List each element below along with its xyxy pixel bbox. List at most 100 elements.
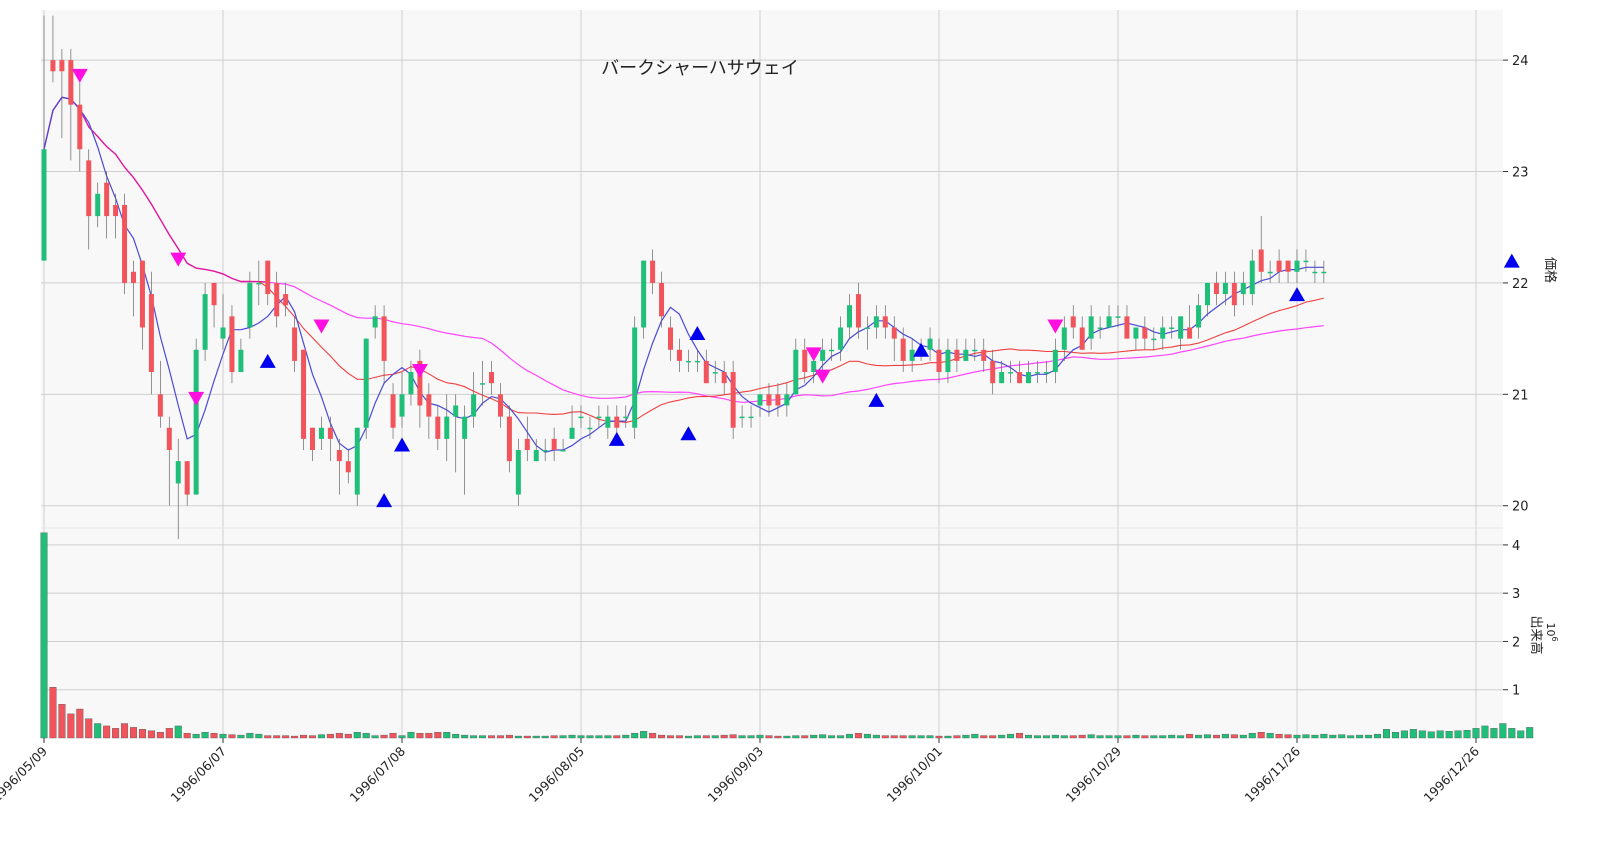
volume-bar — [246, 732, 254, 739]
candle — [265, 260, 271, 306]
volume-bar — [1060, 735, 1068, 739]
volume-bar — [890, 735, 898, 739]
volume-bar — [1481, 725, 1489, 739]
candle-body — [193, 349, 199, 495]
volume-bar — [1007, 733, 1015, 739]
candle-body — [963, 349, 969, 361]
candle — [41, 15, 47, 261]
time-tick-label: 1996/12/26 — [1421, 743, 1483, 805]
candle — [1294, 249, 1300, 283]
candle-body — [891, 327, 897, 339]
volume-bar — [1221, 733, 1229, 739]
volume-bar — [1266, 732, 1274, 739]
volume-bar — [174, 725, 182, 739]
candle-body — [372, 316, 378, 328]
candle-body — [318, 427, 324, 439]
volume-bar — [326, 733, 334, 739]
volume-bar — [568, 734, 576, 739]
volume-bar — [49, 687, 57, 739]
candle-body — [838, 327, 844, 350]
candle — [283, 282, 289, 317]
candle-body — [820, 349, 826, 361]
candle-body — [855, 294, 861, 328]
volume-bar — [1051, 734, 1059, 739]
candle — [927, 327, 933, 361]
volume-scale-label: 106 — [1544, 622, 1559, 641]
volume-bar — [649, 732, 657, 739]
candle — [390, 383, 396, 439]
candle-body — [354, 427, 360, 495]
candle-body — [1133, 327, 1139, 339]
ma-mid-line — [258, 281, 1324, 423]
candle — [1106, 305, 1112, 328]
volume-bar — [989, 735, 997, 739]
candle — [694, 349, 700, 373]
candle-body — [1052, 349, 1058, 373]
volume-bar — [863, 733, 871, 739]
candle-body — [41, 149, 47, 261]
candle — [596, 405, 602, 428]
volume-bar — [1463, 730, 1471, 739]
candle-body — [829, 349, 835, 352]
candle-body — [310, 427, 315, 451]
candle — [1312, 260, 1318, 283]
candle — [587, 416, 593, 439]
buy-signal-marker — [394, 437, 410, 452]
candle — [1222, 271, 1228, 306]
candle-body — [1034, 372, 1040, 374]
volume-bar — [1257, 732, 1265, 739]
candle-body — [542, 450, 548, 452]
candle — [560, 438, 566, 452]
sell-signal-marker — [170, 252, 187, 267]
candle-body — [77, 104, 83, 150]
candle-body — [148, 294, 154, 373]
volume-bar — [452, 733, 460, 739]
candle — [900, 327, 906, 373]
candle — [1258, 216, 1264, 283]
volume-bar — [398, 735, 406, 739]
candle-body — [721, 372, 727, 384]
volume-bar — [1186, 733, 1194, 739]
candle — [417, 349, 423, 428]
candle — [184, 461, 190, 506]
volume-bar — [1150, 735, 1158, 739]
volume-bar — [317, 734, 325, 739]
candle — [981, 338, 987, 373]
candle — [1169, 316, 1175, 339]
candle — [766, 383, 772, 417]
candle-body — [650, 260, 656, 283]
candle — [954, 338, 960, 373]
candle-body — [166, 427, 172, 451]
candle — [1160, 316, 1166, 350]
candle-body — [596, 416, 602, 419]
sell-signal-marker — [805, 347, 822, 362]
candle — [148, 271, 154, 395]
volume-bar — [1365, 734, 1373, 739]
volume-bar — [362, 732, 370, 739]
candle — [855, 282, 861, 339]
candle — [641, 260, 647, 339]
volume-bar — [792, 735, 800, 739]
volume-tick-label: 4 — [1512, 539, 1520, 554]
candle-body — [139, 260, 145, 328]
candle — [86, 149, 92, 250]
buy-signal-marker — [259, 353, 276, 368]
candle-body — [1151, 338, 1157, 341]
candle — [1097, 316, 1103, 339]
candle-body — [327, 427, 333, 439]
candle-body — [274, 282, 280, 317]
volume-bar — [1168, 734, 1176, 739]
volume-bar — [1284, 734, 1292, 739]
candle-body — [1303, 260, 1309, 263]
candle — [524, 416, 530, 462]
volume-bar — [335, 732, 343, 739]
price-axis-label: 価格 — [1542, 257, 1558, 283]
candle-body — [1178, 316, 1184, 339]
candle — [310, 427, 315, 462]
volume-bar — [819, 734, 827, 739]
volume-bar — [1409, 729, 1417, 739]
candle-body — [972, 349, 978, 352]
candle-body — [605, 416, 611, 428]
candle — [1303, 249, 1309, 272]
